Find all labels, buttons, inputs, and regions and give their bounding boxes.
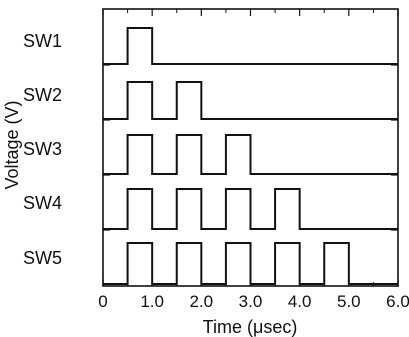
- x-axis-label: Time (μsec): [203, 317, 298, 337]
- series-line: [103, 81, 398, 120]
- x-tick-label: 0: [98, 292, 107, 311]
- x-tick-label: 3.0: [239, 292, 263, 311]
- series-label: SW3: [23, 139, 62, 159]
- series-label: SW4: [23, 193, 62, 213]
- series-label: SW1: [23, 31, 62, 51]
- y-axis-label: Voltage (V): [2, 100, 22, 189]
- x-tick-label: 5.0: [337, 292, 361, 311]
- series-line: [103, 242, 398, 285]
- series-label: SW2: [23, 85, 62, 105]
- series-label: SW5: [23, 248, 62, 268]
- x-tick-label: 6.0: [386, 292, 409, 311]
- x-tick-label: 1.0: [140, 292, 164, 311]
- series-line: [103, 134, 398, 175]
- series-line: [103, 188, 398, 230]
- x-tick-label: 4.0: [288, 292, 312, 311]
- x-tick-label: 2.0: [190, 292, 214, 311]
- series-line: [103, 27, 398, 65]
